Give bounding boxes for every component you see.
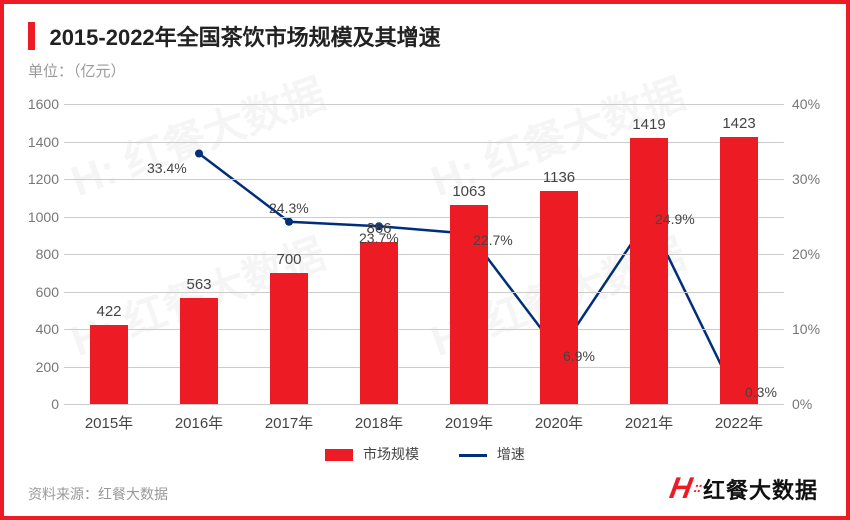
chart-plot-area: 422563700866106311361419142333.4%24.3%23… bbox=[64, 104, 784, 404]
y2-tick: 0% bbox=[792, 396, 842, 412]
grid-line bbox=[64, 404, 784, 405]
title-accent-bar bbox=[28, 22, 35, 50]
bar bbox=[360, 242, 398, 404]
y1-tick: 1400 bbox=[4, 134, 59, 150]
bar-value-label: 1419 bbox=[632, 116, 665, 133]
y1-tick: 400 bbox=[4, 321, 59, 337]
logo-h-icon: H:: bbox=[667, 472, 702, 506]
bar bbox=[630, 138, 668, 404]
x-tick-label: 2021年 bbox=[625, 412, 673, 433]
chart-title-wrap: 2015-2022年全国茶饮市场规模及其增速 bbox=[4, 4, 846, 52]
x-tick-label: 2015年 bbox=[85, 412, 133, 433]
line-value-label: 24.3% bbox=[269, 200, 309, 216]
bar bbox=[180, 298, 218, 404]
bar-value-label: 1136 bbox=[543, 169, 575, 186]
legend: 市场规模 增速 bbox=[4, 444, 846, 464]
bar-value-label: 700 bbox=[276, 251, 301, 268]
source-label: 资料来源：红餐大数据 bbox=[28, 484, 168, 504]
grid-line bbox=[64, 329, 784, 330]
chart-title: 2015-2022年全国茶饮市场规模及其增速 bbox=[49, 20, 440, 52]
brand-logo: H:: 红餐大数据 bbox=[670, 472, 818, 506]
grid-line bbox=[64, 179, 784, 180]
y1-tick: 0 bbox=[4, 396, 59, 412]
legend-bar-swatch bbox=[325, 449, 353, 461]
y2-tick: 30% bbox=[792, 171, 842, 187]
line-value-label: 23.7% bbox=[359, 230, 399, 246]
grid-line bbox=[64, 142, 784, 143]
x-tick-label: 2020年 bbox=[535, 412, 583, 433]
bar bbox=[540, 191, 578, 404]
y2-tick: 20% bbox=[792, 246, 842, 262]
legend-bar: 市场规模 bbox=[325, 444, 419, 464]
y1-tick: 1000 bbox=[4, 209, 59, 225]
line-value-label: 0.3% bbox=[745, 384, 777, 400]
y2-tick: 40% bbox=[792, 96, 842, 112]
x-tick-label: 2022年 bbox=[715, 412, 763, 433]
y2-tick: 10% bbox=[792, 321, 842, 337]
x-tick-label: 2019年 bbox=[445, 412, 493, 433]
logo-text: 红餐大数据 bbox=[703, 473, 818, 505]
legend-line-label: 增速 bbox=[497, 446, 525, 462]
y1-tick: 1200 bbox=[4, 171, 59, 187]
line-value-label: 22.7% bbox=[473, 232, 513, 248]
bar-value-label: 422 bbox=[96, 303, 121, 320]
line-value-label: 6.9% bbox=[563, 348, 595, 364]
legend-line: 增速 bbox=[459, 444, 525, 464]
grid-line bbox=[64, 292, 784, 293]
grid-line bbox=[64, 104, 784, 105]
x-tick-label: 2016年 bbox=[175, 412, 223, 433]
y1-tick: 200 bbox=[4, 359, 59, 375]
y1-tick: 800 bbox=[4, 246, 59, 262]
y1-tick: 600 bbox=[4, 284, 59, 300]
grid-line bbox=[64, 254, 784, 255]
grid-line bbox=[64, 367, 784, 368]
unit-label: 单位：（亿元） bbox=[4, 52, 846, 81]
bar-value-label: 1063 bbox=[452, 183, 485, 200]
bar-value-label: 563 bbox=[186, 276, 211, 293]
bar-value-label: 1423 bbox=[722, 115, 755, 132]
y-axis-right: 0%10%20%30%40% bbox=[792, 104, 842, 404]
line-marker bbox=[285, 218, 293, 226]
x-tick-label: 2018年 bbox=[355, 412, 403, 433]
y-axis-left: 02004006008001000120014001600 bbox=[4, 104, 59, 404]
x-tick-label: 2017年 bbox=[265, 412, 313, 433]
line-marker bbox=[195, 150, 203, 158]
legend-line-swatch bbox=[459, 454, 487, 457]
legend-bar-label: 市场规模 bbox=[363, 446, 419, 462]
y1-tick: 1600 bbox=[4, 96, 59, 112]
bar bbox=[720, 137, 758, 404]
line-value-label: 24.9% bbox=[655, 211, 695, 227]
line-value-label: 33.4% bbox=[147, 160, 187, 176]
bar bbox=[270, 273, 308, 404]
bar bbox=[90, 325, 128, 404]
